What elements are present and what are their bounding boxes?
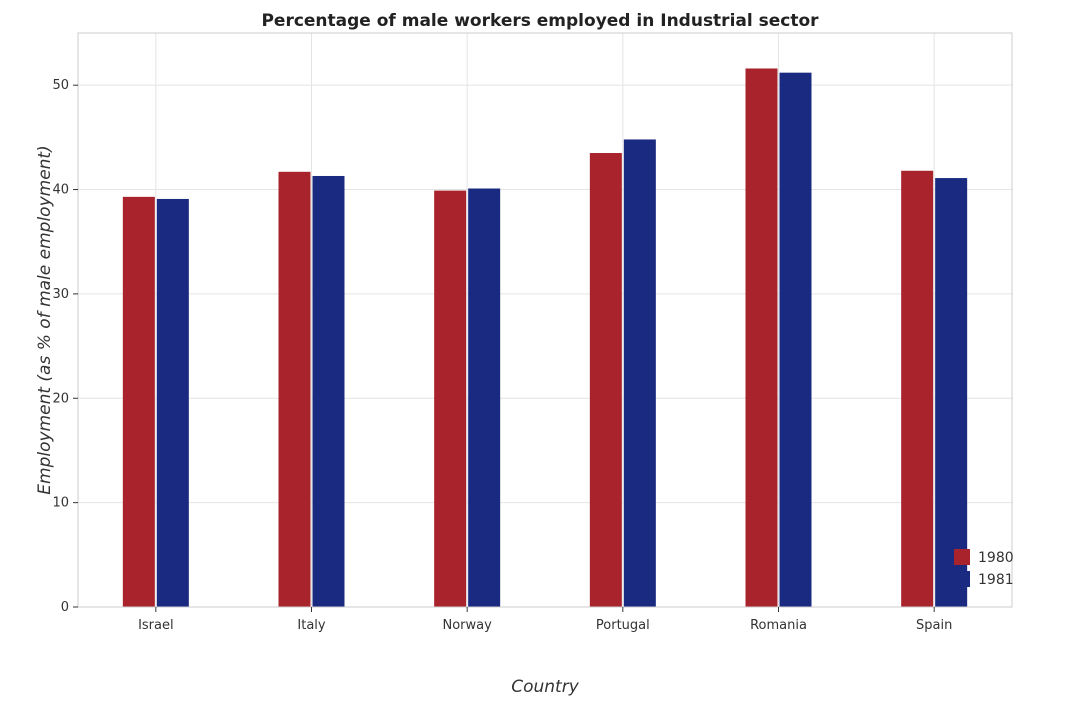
x-axis-ticks: Israel Italy Norway Portugal Romania Spain	[138, 607, 952, 633]
plot-area	[77, 32, 1013, 608]
x-tick-label-portugal: Portugal	[596, 618, 650, 633]
bar-1981-italy	[312, 175, 345, 607]
x-tick-label-romania: Romania	[750, 618, 807, 633]
bar-1980-romania	[745, 68, 778, 607]
bar-1980-norway	[434, 190, 467, 607]
x-tick-label-italy: Italy	[297, 618, 326, 633]
legend: 1980 1981	[954, 549, 1014, 588]
y-tick-label-5: 50	[52, 78, 69, 93]
legend-label-1981: 1981	[978, 572, 1014, 588]
y-tick-label-4: 40	[52, 183, 69, 198]
bar-1981-israel	[156, 198, 189, 608]
x-axis-title: Country	[511, 677, 579, 697]
bar-1981-romania	[779, 72, 812, 607]
chart-title: Percentage of male workers employed in I…	[261, 11, 819, 31]
y-axis-title: Employment (as % of male employment)	[35, 145, 55, 494]
bar-1980-italy	[278, 171, 311, 607]
bar-1980-spain	[901, 170, 934, 607]
legend-label-1980: 1980	[978, 550, 1014, 566]
bar-1981-norway	[468, 188, 501, 607]
bar-1981-portugal	[623, 139, 656, 607]
legend-swatch-1980	[954, 549, 970, 565]
legend-swatch-1981	[954, 571, 970, 587]
bar-1981-spain	[935, 178, 968, 607]
x-tick-label-norway: Norway	[443, 618, 493, 633]
y-axis-ticks: 0 10 20 30 40 50	[52, 78, 78, 615]
x-tick-label-spain: Spain	[916, 618, 952, 633]
y-tick-label-3: 30	[52, 287, 69, 302]
bar-1980-israel	[122, 196, 155, 608]
y-tick-label-0: 0	[61, 600, 69, 615]
grid-lines	[78, 33, 1012, 608]
y-tick-label-1: 10	[52, 496, 69, 511]
x-tick-label-israel: Israel	[138, 618, 174, 633]
y-tick-label-2: 20	[52, 391, 69, 406]
bars	[122, 68, 968, 608]
bar-1980-portugal	[589, 153, 622, 607]
